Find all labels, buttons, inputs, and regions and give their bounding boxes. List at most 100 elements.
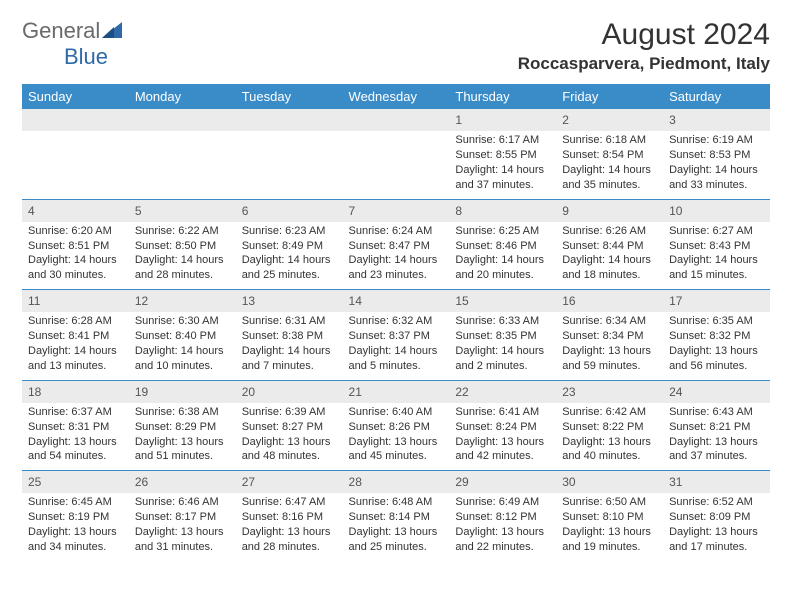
detail-daylight2: and 31 minutes.	[135, 540, 230, 555]
day-number: 20	[236, 381, 343, 403]
logo-text-2: Blue	[64, 44, 108, 69]
detail-daylight1: Daylight: 14 hours	[28, 253, 123, 268]
detail-sunset: Sunset: 8:47 PM	[349, 239, 444, 254]
detail-daylight2: and 30 minutes.	[28, 268, 123, 283]
detail-sunset: Sunset: 8:26 PM	[349, 420, 444, 435]
day-number: 12	[129, 290, 236, 312]
detail-daylight2: and 25 minutes.	[242, 268, 337, 283]
calendar-week-row: 25Sunrise: 6:45 AMSunset: 8:19 PMDayligh…	[22, 471, 770, 561]
detail-daylight1: Daylight: 14 hours	[135, 253, 230, 268]
day-number	[22, 109, 129, 131]
detail-daylight2: and 28 minutes.	[135, 268, 230, 283]
day-number: 30	[556, 471, 663, 493]
detail-sunrise: Sunrise: 6:20 AM	[28, 224, 123, 239]
detail-daylight1: Daylight: 14 hours	[242, 253, 337, 268]
detail-sunset: Sunset: 8:32 PM	[669, 329, 764, 344]
day-details: Sunrise: 6:47 AMSunset: 8:16 PMDaylight:…	[236, 493, 343, 560]
day-number: 18	[22, 381, 129, 403]
detail-sunset: Sunset: 8:21 PM	[669, 420, 764, 435]
detail-sunset: Sunset: 8:49 PM	[242, 239, 337, 254]
page-title: August 2024	[518, 18, 770, 52]
detail-sunset: Sunset: 8:53 PM	[669, 148, 764, 163]
calendar-cell: 6Sunrise: 6:23 AMSunset: 8:49 PMDaylight…	[236, 199, 343, 290]
calendar-table: Sunday Monday Tuesday Wednesday Thursday…	[22, 84, 770, 561]
detail-sunrise: Sunrise: 6:50 AM	[562, 495, 657, 510]
detail-daylight2: and 42 minutes.	[455, 449, 550, 464]
day-number: 21	[343, 381, 450, 403]
day-number: 16	[556, 290, 663, 312]
day-details: Sunrise: 6:25 AMSunset: 8:46 PMDaylight:…	[449, 222, 556, 289]
detail-daylight1: Daylight: 14 hours	[349, 253, 444, 268]
detail-sunrise: Sunrise: 6:32 AM	[349, 314, 444, 329]
detail-daylight1: Daylight: 13 hours	[562, 435, 657, 450]
calendar-week-row: 4Sunrise: 6:20 AMSunset: 8:51 PMDaylight…	[22, 199, 770, 290]
day-details: Sunrise: 6:30 AMSunset: 8:40 PMDaylight:…	[129, 312, 236, 379]
detail-sunset: Sunset: 8:14 PM	[349, 510, 444, 525]
calendar-cell: 28Sunrise: 6:48 AMSunset: 8:14 PMDayligh…	[343, 471, 450, 561]
detail-sunset: Sunset: 8:38 PM	[242, 329, 337, 344]
detail-sunset: Sunset: 8:09 PM	[669, 510, 764, 525]
day-number: 9	[556, 200, 663, 222]
detail-sunset: Sunset: 8:10 PM	[562, 510, 657, 525]
day-details: Sunrise: 6:18 AMSunset: 8:54 PMDaylight:…	[556, 131, 663, 198]
day-details: Sunrise: 6:23 AMSunset: 8:49 PMDaylight:…	[236, 222, 343, 289]
detail-sunrise: Sunrise: 6:49 AM	[455, 495, 550, 510]
day-number: 25	[22, 471, 129, 493]
detail-daylight2: and 37 minutes.	[455, 178, 550, 193]
logo-triangle-icon	[102, 18, 122, 44]
detail-daylight1: Daylight: 13 hours	[562, 525, 657, 540]
calendar-cell: 26Sunrise: 6:46 AMSunset: 8:17 PMDayligh…	[129, 471, 236, 561]
detail-sunrise: Sunrise: 6:47 AM	[242, 495, 337, 510]
detail-daylight1: Daylight: 13 hours	[242, 435, 337, 450]
detail-sunrise: Sunrise: 6:35 AM	[669, 314, 764, 329]
detail-daylight1: Daylight: 14 hours	[242, 344, 337, 359]
detail-sunrise: Sunrise: 6:17 AM	[455, 133, 550, 148]
day-header: Tuesday	[236, 84, 343, 109]
day-details: Sunrise: 6:40 AMSunset: 8:26 PMDaylight:…	[343, 403, 450, 470]
detail-daylight1: Daylight: 13 hours	[135, 435, 230, 450]
detail-daylight1: Daylight: 13 hours	[562, 344, 657, 359]
detail-sunrise: Sunrise: 6:18 AM	[562, 133, 657, 148]
calendar-cell: 2Sunrise: 6:18 AMSunset: 8:54 PMDaylight…	[556, 109, 663, 199]
detail-sunrise: Sunrise: 6:48 AM	[349, 495, 444, 510]
day-number: 23	[556, 381, 663, 403]
day-header-row: Sunday Monday Tuesday Wednesday Thursday…	[22, 84, 770, 109]
calendar-cell: 10Sunrise: 6:27 AMSunset: 8:43 PMDayligh…	[663, 199, 770, 290]
day-details: Sunrise: 6:45 AMSunset: 8:19 PMDaylight:…	[22, 493, 129, 560]
day-header: Saturday	[663, 84, 770, 109]
day-details: Sunrise: 6:46 AMSunset: 8:17 PMDaylight:…	[129, 493, 236, 560]
day-details	[343, 131, 450, 139]
calendar-cell: 30 Sunrise: 6:50 AMSunset: 8:10 PMDayligh…	[556, 471, 663, 561]
detail-sunrise: Sunrise: 6:39 AM	[242, 405, 337, 420]
detail-sunrise: Sunrise: 6:34 AM	[562, 314, 657, 329]
day-header: Wednesday	[343, 84, 450, 109]
logo: GeneralBlue	[22, 18, 122, 70]
calendar-cell: 17Sunrise: 6:35 AMSunset: 8:32 PMDayligh…	[663, 290, 770, 381]
calendar-cell	[236, 109, 343, 199]
detail-sunset: Sunset: 8:50 PM	[135, 239, 230, 254]
calendar-cell: 14Sunrise: 6:32 AMSunset: 8:37 PMDayligh…	[343, 290, 450, 381]
detail-sunrise: Sunrise: 6:46 AM	[135, 495, 230, 510]
detail-daylight2: and 7 minutes.	[242, 359, 337, 374]
detail-sunrise: Sunrise: 6:31 AM	[242, 314, 337, 329]
day-number: 2	[556, 109, 663, 131]
day-details: Sunrise: 6:38 AMSunset: 8:29 PMDaylight:…	[129, 403, 236, 470]
detail-daylight1: Daylight: 14 hours	[455, 163, 550, 178]
calendar-week-row: 1Sunrise: 6:17 AMSunset: 8:55 PMDaylight…	[22, 109, 770, 199]
detail-daylight1: Daylight: 13 hours	[669, 435, 764, 450]
day-number: 29	[449, 471, 556, 493]
day-details: Sunrise: 6:31 AMSunset: 8:38 PMDaylight:…	[236, 312, 343, 379]
day-number: 27	[236, 471, 343, 493]
detail-sunrise: Sunrise: 6:42 AM	[562, 405, 657, 420]
detail-daylight1: Daylight: 13 hours	[669, 525, 764, 540]
day-details: Sunrise: 6:39 AMSunset: 8:27 PMDaylight:…	[236, 403, 343, 470]
detail-sunrise: Sunrise: 6:23 AM	[242, 224, 337, 239]
header: GeneralBlue August 2024 Roccasparvera, P…	[22, 18, 770, 74]
detail-daylight2: and 2 minutes.	[455, 359, 550, 374]
detail-daylight2: and 22 minutes.	[455, 540, 550, 555]
detail-daylight2: and 35 minutes.	[562, 178, 657, 193]
detail-sunrise: Sunrise: 6:37 AM	[28, 405, 123, 420]
detail-sunset: Sunset: 8:44 PM	[562, 239, 657, 254]
day-header: Sunday	[22, 84, 129, 109]
day-number	[343, 109, 450, 131]
